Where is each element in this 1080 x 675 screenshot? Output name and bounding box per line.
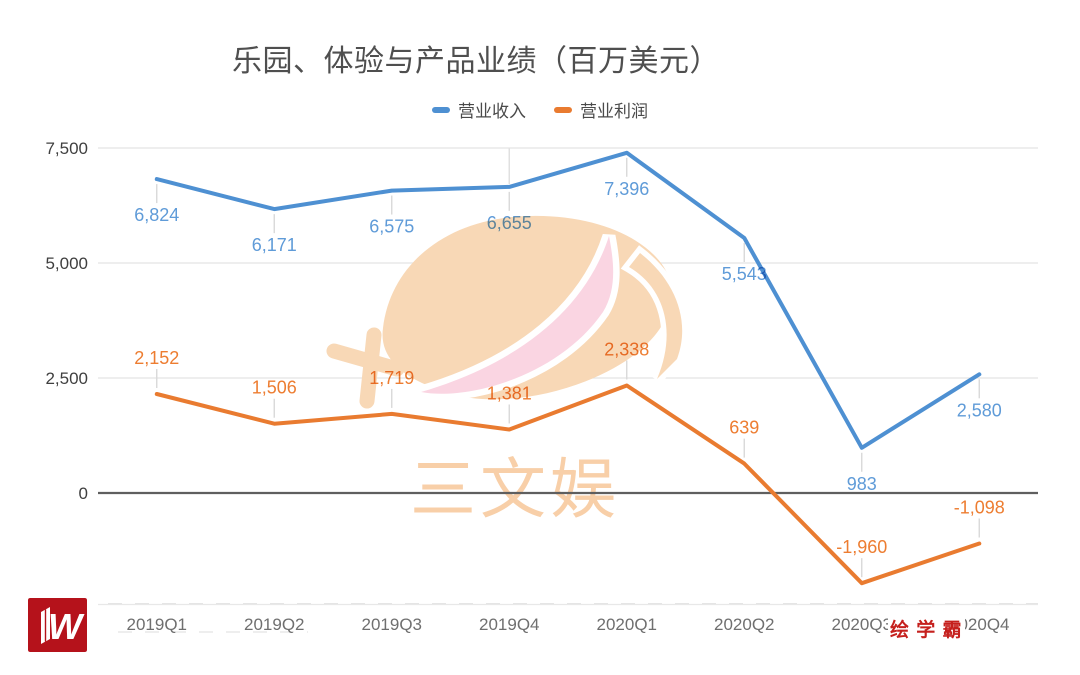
legend-item-revenue[interactable]: 营业收入 xyxy=(432,97,526,122)
profit-line[interactable] xyxy=(154,383,982,586)
watermark-center-text: 三文娱 xyxy=(410,452,620,526)
data-label: 6,575 xyxy=(369,217,414,237)
badge-watermark-text: 绘 学 霸 xyxy=(888,615,965,642)
legend-label-revenue: 营业收入 xyxy=(458,102,526,121)
revenue-swatch-icon xyxy=(432,106,450,113)
data-label: 6,655 xyxy=(487,213,532,233)
chart-title: 乐园、体验与产品业绩（百万美元） xyxy=(232,45,720,78)
legend-label-profit: 营业利润 xyxy=(580,102,648,121)
x-axis-label: 2020Q2 xyxy=(714,615,775,634)
data-label: -1,098 xyxy=(954,498,1005,518)
legend: 营业收入 营业利润 xyxy=(0,97,1080,122)
x-axis-label: 2019Q4 xyxy=(479,615,540,634)
x-axis-label: 2020Q3 xyxy=(832,615,893,634)
bottom-watermark-residue xyxy=(118,631,308,633)
data-labels: 6,824 6,171 6,575 6,655 7,396 5,543 983 2,580 2,… xyxy=(134,179,1005,557)
watermark-pink-crescent xyxy=(421,236,614,394)
data-label: 639 xyxy=(729,418,759,438)
data-label: 6,171 xyxy=(252,235,297,255)
data-label: 5,543 xyxy=(722,264,767,284)
data-label: 983 xyxy=(847,474,877,494)
y-axis-label: 2,500 xyxy=(45,369,88,388)
x-axis-label: 2019Q3 xyxy=(362,615,423,634)
legend-item-profit[interactable]: 营业利润 xyxy=(554,97,648,122)
logo-letter: W xyxy=(48,606,85,647)
data-label: 2,152 xyxy=(134,348,179,368)
y-axis-label: 5,000 xyxy=(45,254,88,273)
watermark-right-crescent xyxy=(629,253,683,379)
revenue-line[interactable] xyxy=(154,150,982,450)
data-label: -1,960 xyxy=(836,537,887,557)
x-axis-label: 2019Q1 xyxy=(127,615,188,634)
logo-w-icon: W xyxy=(28,598,87,652)
data-label: 6,824 xyxy=(134,205,179,225)
data-label: 2,580 xyxy=(957,400,1002,420)
data-label: 1,506 xyxy=(252,378,297,398)
data-label: 1,719 xyxy=(369,368,414,388)
x-axis-label: 2019Q2 xyxy=(244,615,305,634)
y-axis-label: 0 xyxy=(79,484,88,503)
center-watermark: 三文娱 xyxy=(326,215,688,526)
data-label: 1,381 xyxy=(487,383,532,403)
watermark-stem xyxy=(359,327,382,409)
profit-swatch-icon xyxy=(554,106,572,113)
y-axis-label: 7,500 xyxy=(45,139,88,158)
data-label: 2,338 xyxy=(604,339,649,359)
data-label: 7,396 xyxy=(604,179,649,199)
x-axis-label: 2020Q1 xyxy=(597,615,658,634)
